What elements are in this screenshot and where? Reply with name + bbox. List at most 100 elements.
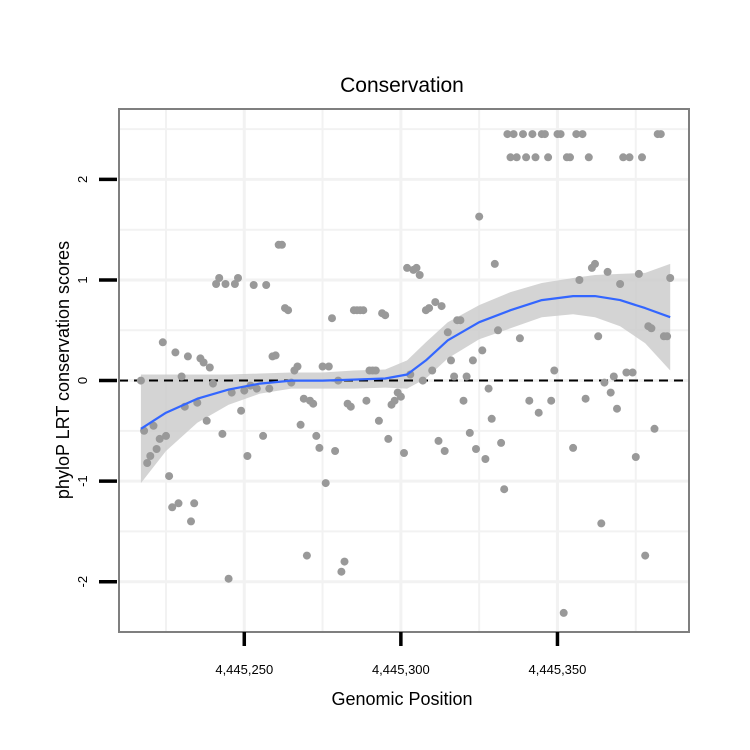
data-point: [572, 130, 581, 139]
data-point: [462, 372, 471, 381]
data-point: [525, 396, 534, 405]
data-point: [212, 280, 221, 288]
data-point: [227, 388, 236, 397]
data-point: [519, 130, 527, 139]
data-point: [312, 431, 321, 440]
data-point: [337, 567, 346, 576]
data-point: [412, 263, 421, 272]
data-point: [581, 394, 590, 403]
data-point: [230, 280, 239, 288]
data-point: [450, 372, 459, 381]
data-point: [475, 212, 484, 221]
data-point: [478, 346, 487, 355]
data-point: [224, 574, 233, 583]
data-point: [403, 263, 412, 272]
data-points: [136, 130, 675, 617]
x-tick-label: 4,445,300: [372, 662, 430, 677]
data-point: [506, 153, 515, 162]
data-point: [187, 517, 195, 526]
data-point: [146, 452, 155, 460]
data-point: [647, 324, 656, 333]
data-point: [215, 274, 224, 282]
confidence-band-area: [140, 263, 671, 484]
data-point: [400, 449, 408, 457]
data-point: [218, 429, 227, 438]
data-point: [271, 351, 280, 360]
data-point: [177, 372, 186, 381]
confidence-band: [140, 263, 671, 484]
data-point: [465, 428, 474, 437]
y-tick-label: 1: [75, 276, 90, 283]
data-point: [594, 332, 603, 341]
data-point: [591, 259, 599, 268]
data-point: [243, 452, 252, 460]
y-axis-title: phyloP LRT conservation scores: [53, 241, 73, 499]
data-point: [434, 436, 443, 445]
data-point: [315, 443, 324, 452]
data-point: [321, 479, 330, 488]
data-point: [259, 431, 268, 440]
y-tick-label: 2: [75, 176, 90, 183]
data-point: [171, 348, 180, 357]
data-point: [152, 445, 161, 453]
data-point: [277, 240, 286, 249]
data-point: [534, 408, 543, 417]
data-point: [252, 384, 261, 393]
data-point: [515, 334, 524, 343]
data-point: [168, 503, 177, 512]
data-point: [597, 519, 606, 528]
data-point: [149, 421, 158, 430]
data-point: [340, 557, 349, 566]
smooth-line: [140, 295, 671, 430]
data-point: [431, 298, 440, 307]
data-point: [174, 499, 183, 508]
data-point: [497, 438, 506, 447]
data-point: [440, 447, 449, 455]
data-point: [522, 153, 531, 162]
data-point: [381, 311, 390, 320]
data-point: [221, 280, 230, 288]
data-point: [415, 271, 424, 279]
data-point: [468, 356, 477, 365]
data-point: [296, 420, 305, 429]
y-axis: -2 -1 0 1 2: [75, 176, 117, 587]
data-point: [249, 281, 258, 289]
data-point: [628, 368, 637, 377]
y-tick-label: -1: [75, 475, 90, 487]
data-point: [293, 362, 302, 371]
data-point: [346, 402, 355, 411]
data-point: [190, 499, 199, 508]
data-point: [331, 447, 340, 455]
data-point: [428, 366, 437, 375]
data-point: [550, 366, 559, 375]
chart-title: Conservation: [340, 74, 464, 97]
data-point: [509, 130, 518, 139]
data-point: [650, 424, 659, 433]
data-point: [494, 326, 502, 335]
data-point: [487, 414, 496, 423]
data-point: [600, 378, 609, 387]
data-point: [324, 362, 333, 371]
data-point: [299, 394, 308, 403]
data-point: [544, 153, 553, 162]
data-point: [302, 551, 311, 560]
x-tick-label: 4,445,350: [529, 662, 587, 677]
data-point: [155, 434, 164, 443]
data-point: [547, 396, 556, 405]
data-point: [616, 280, 625, 288]
smooth-curve: [140, 295, 671, 430]
data-point: [359, 306, 368, 315]
data-point: [240, 386, 249, 395]
data-point: [619, 153, 628, 162]
data-point: [447, 356, 455, 365]
plot-frame: [118, 108, 690, 633]
data-point: [362, 396, 371, 405]
data-point: [374, 416, 383, 425]
data-point: [528, 130, 537, 139]
data-point: [575, 276, 584, 284]
data-point: [666, 274, 675, 282]
data-point: [500, 485, 509, 494]
data-point: [371, 366, 380, 375]
data-point: [143, 459, 152, 467]
data-point: [556, 130, 565, 139]
